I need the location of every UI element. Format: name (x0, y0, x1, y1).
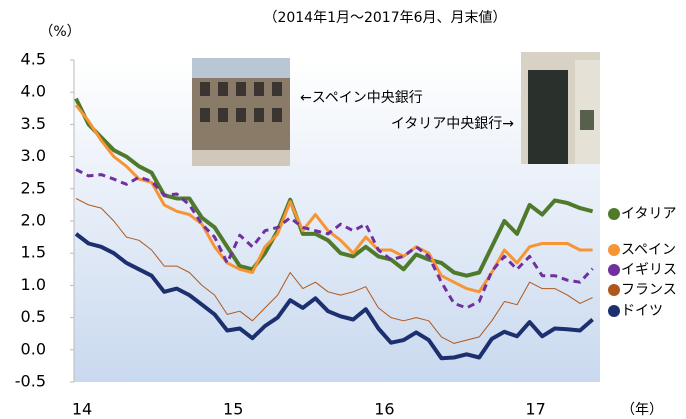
y-tick-label: 3.0 (21, 146, 46, 165)
y-tick-label: 2.0 (21, 211, 46, 230)
photo-italy (521, 52, 600, 164)
photo-spain (192, 58, 290, 166)
legend-marker (608, 244, 620, 256)
legend-marker (608, 305, 620, 317)
y-tick-label: 4.0 (21, 82, 46, 101)
series-line (75, 198, 593, 344)
y-tick-label: 0.5 (21, 307, 46, 326)
y-unit: （%） (39, 24, 80, 40)
y-tick-label: 0.0 (21, 339, 46, 358)
y-tick-label: 1.0 (21, 275, 46, 294)
x-unit: （年） (621, 402, 663, 418)
y-tick-label: 3.5 (21, 114, 46, 133)
y-tick-label: -0.5 (15, 372, 46, 391)
y-tick-label: 1.5 (21, 243, 46, 262)
y-tick-label: 2.5 (21, 178, 46, 197)
legend-marker (608, 284, 620, 296)
plot-area (74, 60, 600, 382)
legend-label: スペイン (621, 242, 676, 258)
annotation: イタリア中央銀行→ (391, 116, 514, 132)
legend-marker (608, 264, 620, 276)
y-tick-label: 4.5 (21, 50, 46, 69)
series-line (74, 232, 594, 361)
series-line (75, 168, 594, 310)
annotation: ←スペイン中央銀行 (300, 90, 423, 106)
x-tick-label: 17 (525, 400, 545, 419)
x-tick-label: 14 (72, 400, 92, 419)
chart-title: （2014年1月～2017年6月、月末値） (263, 10, 506, 26)
legend-label: ドイツ (621, 303, 663, 319)
x-tick-label: 16 (374, 400, 394, 419)
legend-marker (608, 208, 620, 220)
legend-label: フランス (621, 282, 677, 298)
legend-label: イギリス (621, 262, 677, 278)
x-tick-label: 15 (223, 400, 243, 419)
series-line (74, 104, 593, 294)
legend-label: イタリア (621, 206, 676, 222)
